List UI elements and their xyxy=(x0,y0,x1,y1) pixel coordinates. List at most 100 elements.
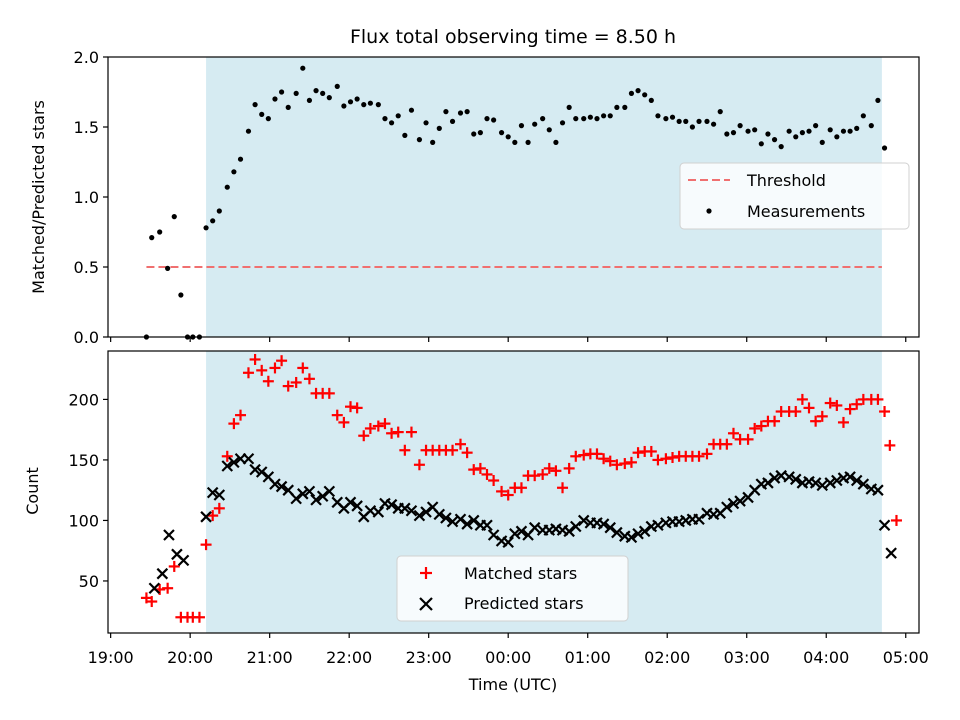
legend-matched-label: Matched stars xyxy=(464,564,577,583)
predicted-star-point xyxy=(413,509,426,522)
matched-star-point xyxy=(338,416,350,428)
x-tick-label: 23:00 xyxy=(406,648,452,667)
matched-star-point xyxy=(146,596,158,608)
measurement-point xyxy=(443,109,449,115)
bottom-legend-box xyxy=(396,555,629,622)
matched-star-point xyxy=(297,362,309,374)
predicted-star-point xyxy=(310,494,322,506)
bottom-y-tick-label: 150 xyxy=(68,451,99,470)
measurement-point xyxy=(860,113,866,119)
predicted-star-point xyxy=(323,485,336,498)
measurement-point xyxy=(210,218,216,224)
measurement-point xyxy=(868,123,874,129)
measurement-point xyxy=(847,128,853,134)
predicted-star-point xyxy=(625,531,638,544)
matched-star-point xyxy=(769,415,781,427)
x-tick-label: 00:00 xyxy=(485,648,531,667)
top-legend: Threshold Measurements xyxy=(679,162,910,230)
matched-star-point xyxy=(399,444,411,456)
matched-star-point xyxy=(515,482,527,494)
matched-star-point xyxy=(323,387,335,399)
measurement-point xyxy=(553,139,559,145)
legend-measurements-swatch xyxy=(706,208,712,214)
measurement-point xyxy=(149,235,155,241)
predicted-star-point xyxy=(399,502,411,515)
x-tick-label: 01:00 xyxy=(565,648,611,667)
x-axis-label: Time (UTC) xyxy=(468,675,557,694)
predicted-star-point xyxy=(372,506,385,518)
predicted-star-point xyxy=(604,521,617,534)
matched-star-point xyxy=(727,427,739,439)
measurement-point xyxy=(607,113,613,119)
matched-star-point xyxy=(824,397,836,409)
matched-star-point xyxy=(529,470,541,482)
predicted-star-point xyxy=(297,488,309,500)
matched-star-point xyxy=(242,367,254,379)
measurement-point xyxy=(581,116,587,122)
measurement-point xyxy=(484,116,490,122)
measurement-point xyxy=(165,265,171,271)
measurement-point xyxy=(203,225,209,231)
matched-star-point xyxy=(742,433,754,445)
matched-star-point xyxy=(619,458,631,470)
measurement-point xyxy=(402,132,408,138)
measurement-point xyxy=(669,114,676,120)
predicted-star-point xyxy=(721,501,733,513)
measurement-point xyxy=(793,134,799,140)
predicted-star-point xyxy=(148,582,161,594)
predicted-star-point xyxy=(316,490,329,503)
matched-star-point xyxy=(386,427,398,439)
measurement-point xyxy=(237,156,244,162)
matched-star-point xyxy=(591,448,603,460)
measurement-point xyxy=(518,123,525,129)
matched-star-point xyxy=(345,401,357,413)
matched-star-point xyxy=(413,459,425,471)
measurement-point xyxy=(293,90,299,96)
measurement-point xyxy=(320,90,326,96)
measurement-point xyxy=(471,131,477,137)
matched-star-point xyxy=(550,465,562,477)
predicted-star-point xyxy=(597,518,610,530)
measurement-point xyxy=(689,124,695,130)
matched-star-point xyxy=(816,410,828,422)
measurement-point xyxy=(799,130,805,136)
matched-star-point xyxy=(405,426,417,438)
measurement-point xyxy=(525,139,531,145)
measurement-point xyxy=(717,109,723,115)
matched-star-point xyxy=(496,485,508,497)
predicted-star-point xyxy=(221,460,234,472)
matched-star-point xyxy=(481,468,493,480)
measurement-point xyxy=(259,111,265,117)
predicted-star-point xyxy=(885,547,897,559)
measurement-point xyxy=(663,116,669,122)
x-tick-label: 05:00 xyxy=(883,648,929,667)
measurement-point xyxy=(628,90,635,96)
measurement-point xyxy=(171,214,177,220)
matched-star-point xyxy=(790,406,802,418)
predicted-star-point xyxy=(420,506,432,518)
measurement-point xyxy=(436,125,442,131)
matched-star-point xyxy=(884,439,896,451)
matched-star-point xyxy=(168,560,180,572)
predicted-star-point xyxy=(290,492,302,505)
predicted-star-point xyxy=(163,529,175,541)
measurement-point xyxy=(231,169,237,175)
matched-star-point xyxy=(262,375,274,387)
matched-star-point xyxy=(358,430,370,442)
matched-star-point xyxy=(372,420,384,432)
measurement-point xyxy=(655,113,661,119)
matched-star-point xyxy=(844,403,856,415)
matched-star-point xyxy=(474,462,486,474)
measurement-point xyxy=(278,89,285,95)
matched-star-point xyxy=(303,373,315,385)
matched-star-point xyxy=(721,438,733,450)
predicted-star-point xyxy=(405,504,418,517)
bottom-y-tick-label: 100 xyxy=(68,511,99,530)
predicted-star-point xyxy=(206,486,219,499)
measurement-point xyxy=(696,118,702,124)
measurement-point xyxy=(430,139,436,145)
predicted-star-point xyxy=(385,498,398,511)
matched-star-point xyxy=(221,450,233,462)
matched-star-point xyxy=(543,462,555,474)
measurement-point xyxy=(806,128,812,134)
